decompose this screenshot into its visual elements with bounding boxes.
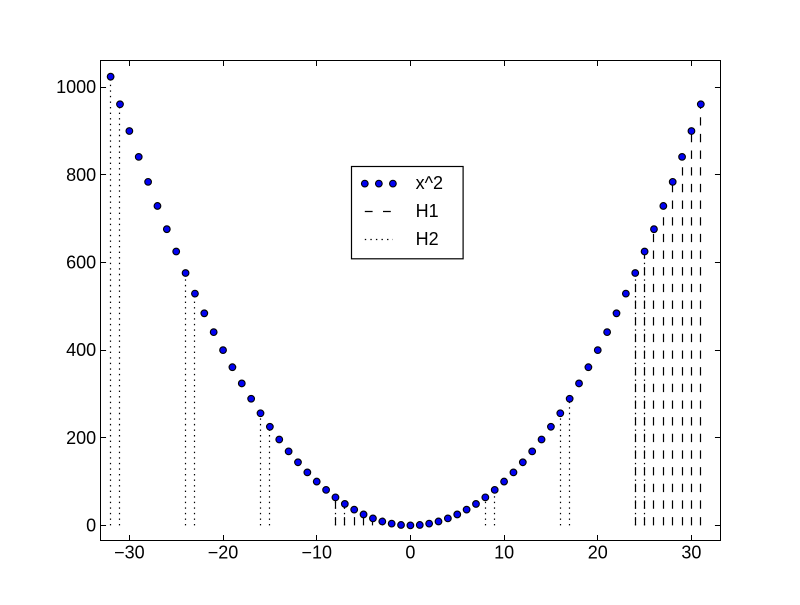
svg-text:1000: 1000 <box>56 77 96 97</box>
svg-text:−10: −10 <box>301 543 332 563</box>
svg-text:30: 30 <box>681 543 701 563</box>
svg-text:800: 800 <box>66 165 96 185</box>
svg-text:−20: −20 <box>208 543 239 563</box>
svg-text:10: 10 <box>494 543 514 563</box>
svg-text:600: 600 <box>66 252 96 272</box>
svg-text:H1: H1 <box>416 201 439 221</box>
svg-text:−30: −30 <box>114 543 145 563</box>
svg-text:200: 200 <box>66 428 96 448</box>
svg-text:H2: H2 <box>416 229 439 249</box>
svg-text:0: 0 <box>405 543 415 563</box>
svg-text:20: 20 <box>588 543 608 563</box>
svg-text:0: 0 <box>86 515 96 535</box>
svg-text:x^2: x^2 <box>416 173 443 193</box>
svg-text:400: 400 <box>66 340 96 360</box>
